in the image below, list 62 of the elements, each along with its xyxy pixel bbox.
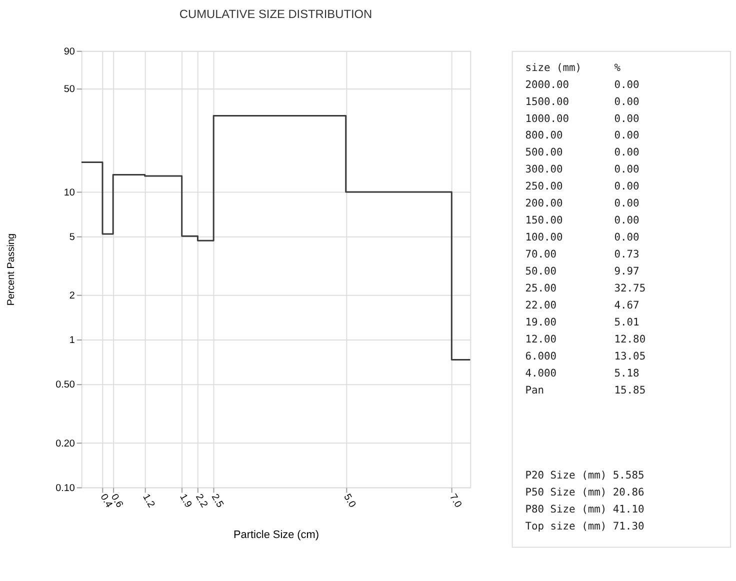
x-tick-label: 1.9 (177, 492, 194, 510)
text: % (614, 62, 622, 74)
text: 5.01 (614, 316, 640, 329)
y-tick-label: 1 (69, 335, 76, 346)
y-tick-label: 50 (64, 84, 76, 96)
text: 2000.00 (525, 78, 570, 91)
text: 0.00 (614, 232, 640, 244)
x-tick-label: 5.0 (341, 492, 358, 510)
text: 12.80 (614, 334, 646, 346)
text: 800.00 (525, 130, 563, 142)
text: 70.00 (525, 248, 557, 261)
text: 4.000 (525, 368, 557, 380)
y-tick-label: 0.10 (56, 482, 76, 494)
chart-title: CUMULATIVE SIZE DISTRIBUTION (179, 7, 372, 22)
text: size (mm) (525, 62, 582, 74)
text: P80 Size (mm) 41.10 (525, 503, 644, 516)
text: 5.18 (614, 368, 640, 380)
y-tick-label: 0.50 (56, 380, 76, 390)
text: 0.00 (614, 112, 640, 125)
text: 25.00 (525, 282, 557, 295)
text: 0.00 (614, 146, 640, 159)
text: 0.00 (614, 78, 640, 91)
y-axis-title: Percent Passing (6, 233, 17, 306)
text: 0.00 (614, 164, 640, 176)
y-tick-label: 5 (69, 232, 76, 243)
text: 0.00 (614, 180, 640, 193)
text: 1000.00 (525, 112, 570, 125)
text: 15.85 (614, 384, 646, 397)
text: 100.00 (525, 232, 563, 244)
text: 0.73 (614, 248, 640, 261)
text: 0.00 (614, 96, 640, 108)
x-tick-label: 2.2 (193, 492, 210, 510)
text: P50 Size (mm) 20.86 (525, 486, 644, 498)
text: Top size (mm) 71.30 (525, 520, 644, 532)
text: 0.00 (614, 214, 640, 227)
x-tick-label: 2.5 (208, 492, 226, 510)
y-tick-label: 10 (64, 187, 76, 198)
text: Pan (525, 384, 544, 397)
text: P20 Size (mm) 5.585 (525, 469, 644, 482)
text: 9.97 (614, 266, 640, 278)
text: 12.00 (525, 334, 557, 346)
text: 6.000 (525, 350, 557, 363)
text: 19.00 (525, 316, 557, 329)
text: 500.00 (525, 146, 563, 159)
text: 32.75 (614, 282, 646, 295)
x-axis-title: Particle Size (cm) (234, 528, 319, 541)
text: 1500.00 (525, 96, 570, 108)
y-tick-label: 0.20 (56, 438, 76, 450)
y-tick-label: 2 (69, 290, 76, 302)
text: 13.05 (614, 350, 646, 363)
text: 4.67 (614, 300, 640, 312)
x-tick-label: 1.2 (140, 492, 157, 510)
text: 0.00 (614, 198, 640, 210)
text: 300.00 (525, 164, 563, 176)
y-tick-label: 90 (64, 46, 76, 58)
text: 250.00 (525, 180, 563, 193)
text: 0.00 (614, 130, 640, 142)
text: 50.00 (525, 266, 557, 278)
text: 22.00 (525, 300, 557, 312)
x-tick-label: 7.0 (446, 492, 464, 510)
text: 200.00 (525, 198, 563, 210)
text: 150.00 (525, 214, 563, 227)
